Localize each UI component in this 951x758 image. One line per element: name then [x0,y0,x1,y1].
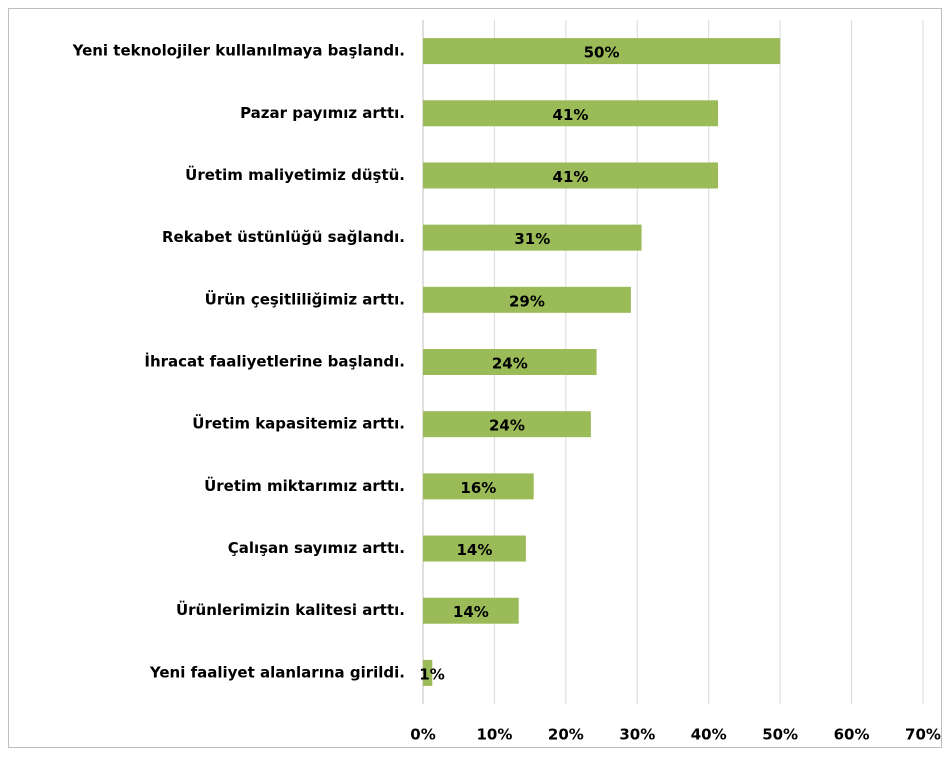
bar [423,100,718,127]
x-tick-label: 70% [905,726,941,744]
y-tick-label: Çalışan sayımız arttı. [228,539,405,557]
bar [423,349,597,375]
data-label: 31% [514,230,550,248]
y-tick-label: İhracat faaliyetlerine başlandı. [144,352,405,371]
bar [423,473,534,500]
x-tick-label: 50% [762,726,798,744]
data-label: 41% [553,106,589,124]
y-tick-label: Ürün çeşitliliğimiz arttı. [205,289,405,308]
bar [423,535,526,562]
bar [423,286,631,313]
chart-frame [8,8,942,748]
bar [423,597,519,624]
y-tick-label: Üretim maliyetimiz düştü. [185,165,405,184]
x-tick-label: 40% [691,726,727,744]
x-tick-label: 30% [619,726,655,744]
y-tick-label: Yeni faaliyet alanlarına girildi. [149,663,405,681]
x-tick-label: 20% [548,726,584,744]
data-label: 41% [553,168,589,186]
data-label: 1% [419,665,444,683]
bar [423,38,781,65]
bar [423,411,591,438]
y-tick-label: Ürünlerimizin kalitesi arttı. [176,600,405,619]
bar [423,659,433,686]
data-label: 29% [509,292,545,310]
data-label: 24% [489,417,525,435]
data-label: 50% [584,44,620,62]
y-tick-label: Yeni teknolojiler kullanılmaya başlandı. [72,42,405,60]
y-tick-label: Pazar payımız arttı. [240,104,405,122]
data-label: 16% [460,479,496,497]
y-tick-label: Üretim miktarımız arttı. [204,476,405,495]
data-label: 14% [456,541,492,559]
data-label: 24% [492,355,528,373]
bar [423,224,642,251]
x-tick-label: 10% [476,726,512,744]
x-tick-label: 0% [410,726,435,744]
x-tick-label: 60% [834,726,870,744]
y-tick-label: Rekabet üstünlüğü sağlandı. [162,228,405,246]
data-label: 14% [453,603,489,621]
bar [423,162,718,189]
y-tick-label: Üretim kapasitemiz arttı. [192,414,405,433]
